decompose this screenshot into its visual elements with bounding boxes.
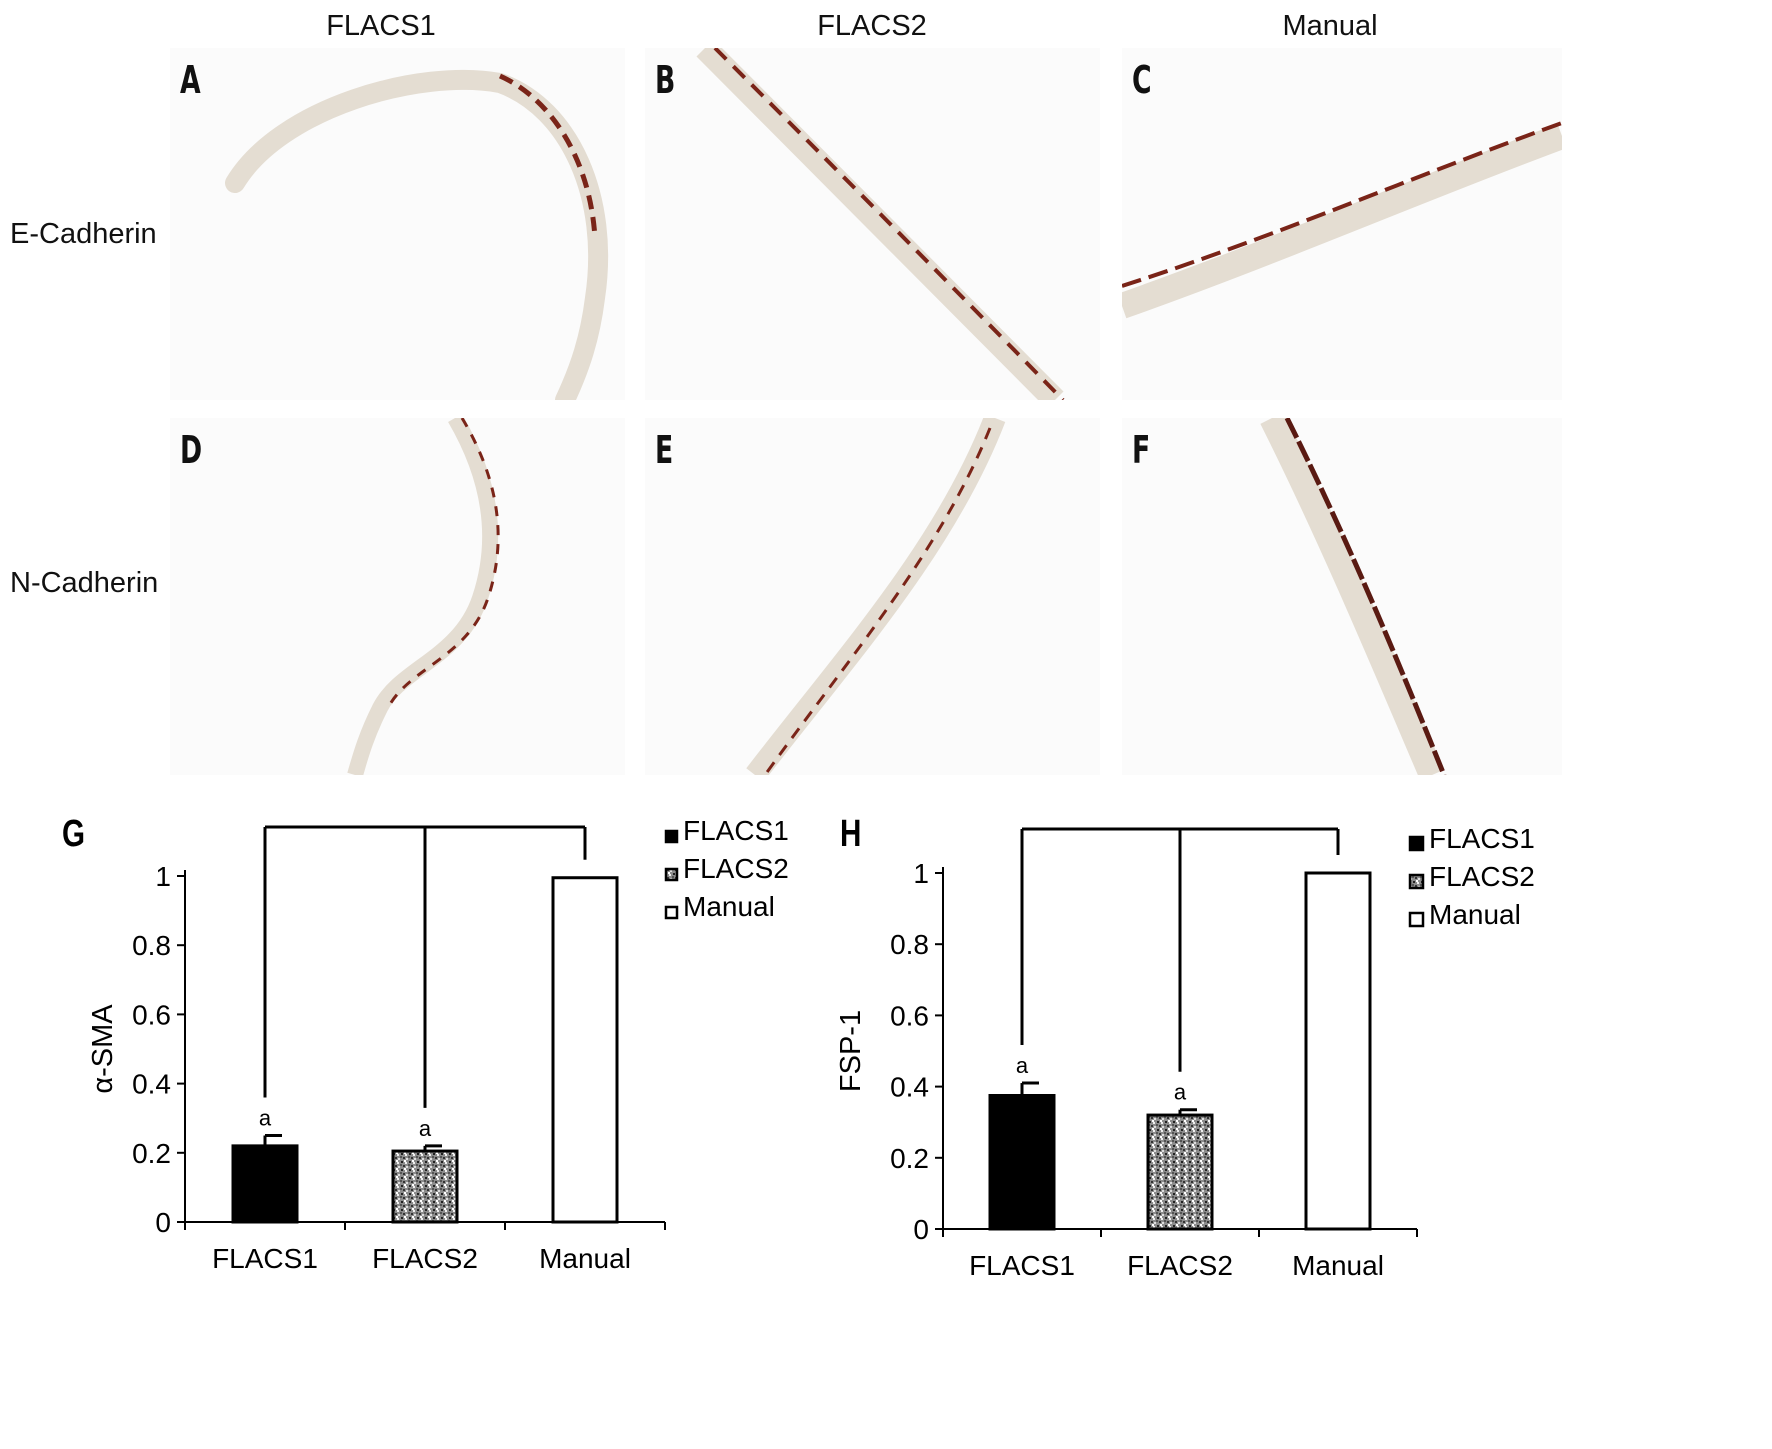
y-tick-label: 0.8 xyxy=(890,929,929,960)
x-tick-label-flacs2: FLACS2 xyxy=(372,1243,478,1274)
legend-label-manual: Manual xyxy=(1429,899,1521,930)
y-tick-label: 0.4 xyxy=(132,1069,171,1100)
y-tick-label: 0 xyxy=(913,1214,929,1245)
row-label-n-cadherin: N-Cadherin xyxy=(10,567,159,599)
panel-label-a: A xyxy=(180,58,201,102)
micrograph-panel-e: E xyxy=(645,418,1100,775)
column-label-flacs1: FLACS1 xyxy=(326,10,436,42)
legend-label-flacs2: FLACS2 xyxy=(1429,861,1535,892)
x-tick-label-flacs1: FLACS1 xyxy=(212,1243,318,1274)
panel-label-e: E xyxy=(655,428,674,472)
y-tick-label: 0.2 xyxy=(132,1138,171,1169)
micrograph-b-image xyxy=(696,48,1065,400)
micrograph-a-image xyxy=(225,69,609,400)
y-tick-label: 0.6 xyxy=(132,999,171,1030)
y-tick-label: 1 xyxy=(155,861,171,892)
legend-swatch-flacs1 xyxy=(1408,835,1425,852)
bar-chart-g: G 0 0.2 0.4 0.6 0.8 1 α-SMA a FLACS1 a FLACS2 Manual… xyxy=(62,813,789,1274)
y-tick-label: 0.2 xyxy=(890,1143,929,1174)
y-tick-label: 0.8 xyxy=(132,930,171,961)
legend-swatch-manual xyxy=(1408,911,1425,928)
significance-label: a xyxy=(1016,1053,1029,1078)
bar-flacs2 xyxy=(1146,1113,1214,1231)
micrograph-panel-d: D xyxy=(170,418,625,775)
y-tick-label: 0.6 xyxy=(890,1000,929,1031)
y-tick-label: 1 xyxy=(913,858,929,889)
micrograph-e-image xyxy=(746,418,1006,775)
bar-chart-h: H 0 0.2 0.4 0.6 0.8 1 FSP-1 a FLACS1 a FLACS2 Manual… xyxy=(835,813,1535,1281)
significance-label: a xyxy=(259,1106,272,1131)
y-tick-label: 0.4 xyxy=(890,1072,929,1103)
micrograph-panel-a: A xyxy=(170,48,625,400)
column-label-manual: Manual xyxy=(1282,10,1378,42)
legend-swatch-flacs2 xyxy=(1408,873,1425,890)
panel-label-c: C xyxy=(1132,58,1152,102)
bar-flacs1 xyxy=(231,1144,299,1224)
bar-flacs2 xyxy=(391,1149,459,1224)
legend-label-flacs2: FLACS2 xyxy=(683,853,789,884)
panel-label-h: H xyxy=(840,813,861,855)
legend-label-flacs1: FLACS1 xyxy=(683,815,789,846)
x-tick-label-flacs1: FLACS1 xyxy=(969,1250,1075,1281)
legend-label-flacs1: FLACS1 xyxy=(1429,823,1535,854)
micrograph-d-image xyxy=(347,418,500,775)
y-axis-label: α-SMA xyxy=(87,1004,119,1094)
bar-manual xyxy=(1304,871,1372,1231)
bar-manual xyxy=(551,876,619,1224)
legend-label-manual: Manual xyxy=(683,891,775,922)
micrograph-panel-f: F xyxy=(1122,418,1562,775)
micrograph-c-image xyxy=(1122,121,1562,319)
x-tick-label-manual: Manual xyxy=(539,1243,631,1274)
micrograph-panel-b: B xyxy=(645,48,1100,400)
y-tick-label: 0 xyxy=(155,1207,171,1238)
x-tick-label-manual: Manual xyxy=(1292,1250,1384,1281)
micrograph-panel-c: C xyxy=(1122,48,1562,400)
panel-label-d: D xyxy=(180,428,203,472)
legend-swatch-flacs2 xyxy=(664,867,679,882)
panel-label-f: F xyxy=(1132,428,1151,472)
y-axis-label: FSP-1 xyxy=(835,1010,867,1092)
bar-flacs1 xyxy=(988,1094,1056,1231)
panel-label-g: G xyxy=(62,813,85,855)
column-label-flacs2: FLACS2 xyxy=(817,10,927,42)
legend-swatch-flacs1 xyxy=(664,829,679,844)
significance-label: a xyxy=(419,1116,432,1141)
micrograph-f-image xyxy=(1260,418,1447,775)
significance-label: a xyxy=(1174,1080,1187,1105)
row-label-e-cadherin: E-Cadherin xyxy=(10,218,157,250)
x-tick-label-flacs2: FLACS2 xyxy=(1127,1250,1233,1281)
legend-swatch-manual xyxy=(664,905,679,920)
panel-label-b: B xyxy=(655,58,676,102)
